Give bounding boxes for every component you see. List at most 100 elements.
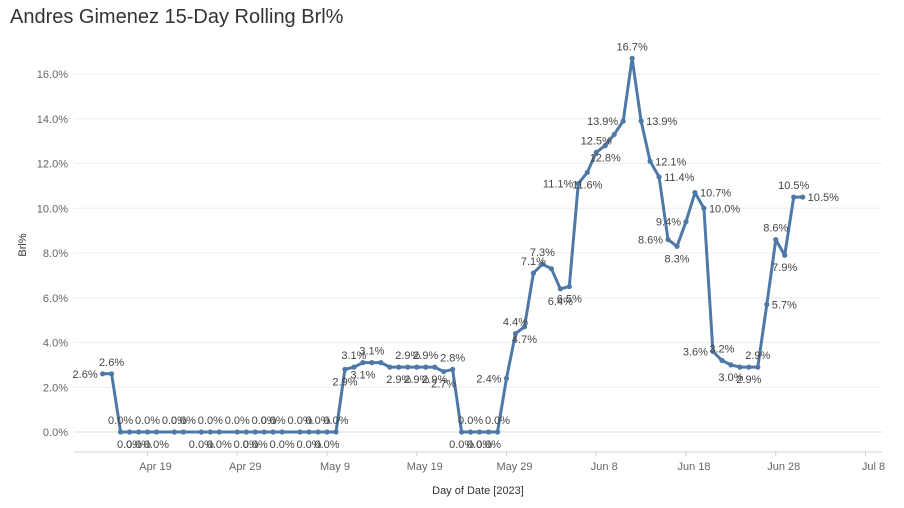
data-point[interactable] — [207, 429, 213, 435]
data-point[interactable] — [324, 429, 330, 435]
data-point[interactable] — [360, 360, 366, 366]
data-point[interactable] — [584, 169, 590, 176]
data-point[interactable] — [243, 429, 249, 435]
data-point[interactable] — [629, 55, 635, 61]
data-point[interactable] — [665, 236, 671, 243]
data-point[interactable] — [387, 364, 393, 370]
data-point[interactable] — [297, 429, 303, 435]
data-point[interactable] — [746, 364, 752, 370]
data-point[interactable] — [450, 366, 456, 372]
data-label: 3.6% — [683, 346, 708, 358]
data-point[interactable] — [539, 261, 546, 267]
data-point[interactable] — [773, 236, 779, 243]
data-point[interactable] — [342, 366, 348, 372]
data-point[interactable] — [701, 205, 707, 211]
data-point[interactable] — [315, 429, 321, 435]
data-point[interactable] — [620, 118, 626, 124]
data-label: 2.9% — [332, 376, 357, 388]
series-polyline — [101, 56, 805, 434]
data-point[interactable] — [548, 266, 554, 272]
data-point[interactable] — [351, 364, 357, 370]
data-point[interactable] — [611, 131, 617, 138]
data-point[interactable] — [791, 194, 797, 200]
data-point[interactable] — [459, 429, 465, 435]
data-point[interactable] — [100, 371, 106, 377]
data-point[interactable] — [674, 243, 680, 249]
data-point[interactable] — [234, 429, 240, 435]
data-point[interactable] — [135, 429, 142, 435]
y-tick-label: 10.0% — [37, 203, 68, 215]
data-point[interactable] — [270, 429, 276, 435]
data-label: 3.1% — [350, 370, 375, 382]
data-point[interactable] — [719, 357, 725, 363]
data-point[interactable] — [656, 174, 662, 180]
data-point[interactable] — [800, 194, 806, 200]
data-point[interactable] — [216, 429, 222, 435]
data-label: 3.0% — [718, 372, 743, 384]
data-point[interactable] — [414, 364, 420, 370]
data-label: 11.4% — [664, 172, 695, 184]
data-label: 0.0% — [314, 439, 339, 451]
y-tick-label: 14.0% — [37, 114, 68, 126]
data-point[interactable] — [279, 429, 285, 435]
data-point[interactable] — [405, 364, 411, 370]
data-point[interactable] — [171, 429, 178, 435]
data-point[interactable] — [575, 181, 581, 187]
data-label: 2.6% — [99, 357, 124, 369]
data-point[interactable] — [432, 364, 438, 370]
data-label: 0.0% — [305, 415, 330, 427]
data-point[interactable] — [441, 368, 447, 375]
data-label: 0.0% — [243, 439, 268, 451]
data-point[interactable] — [755, 364, 761, 370]
data-label: 2.9% — [395, 350, 420, 362]
data-point[interactable] — [369, 360, 375, 366]
series-line — [100, 55, 806, 435]
data-point[interactable] — [782, 252, 788, 258]
data-point[interactable] — [153, 429, 160, 435]
data-point[interactable] — [638, 118, 644, 124]
data-point[interactable] — [566, 283, 572, 290]
data-point[interactable] — [728, 362, 734, 368]
data-point[interactable] — [530, 270, 537, 276]
data-label: 0.0% — [117, 439, 142, 451]
data-point[interactable] — [109, 371, 115, 377]
data-label: 0.0% — [485, 415, 510, 427]
data-point[interactable] — [647, 158, 653, 164]
data-label: 0.0% — [323, 415, 348, 427]
data-label: 11.6% — [572, 179, 603, 191]
data-point[interactable] — [333, 429, 339, 435]
data-point[interactable] — [764, 301, 770, 308]
data-point[interactable] — [710, 348, 716, 355]
data-point[interactable] — [252, 429, 258, 435]
data-point[interactable] — [180, 429, 186, 435]
data-point[interactable] — [494, 429, 501, 435]
data-point[interactable] — [306, 429, 312, 435]
data-point[interactable] — [396, 364, 402, 370]
data-point[interactable] — [144, 429, 151, 435]
data-label: 11.1% — [543, 179, 574, 191]
data-point[interactable] — [737, 364, 743, 370]
data-point[interactable] — [378, 360, 384, 366]
data-point[interactable] — [117, 429, 124, 435]
data-label: 2.9% — [404, 374, 429, 386]
data-point[interactable] — [261, 429, 267, 435]
data-label: 3.2% — [709, 343, 734, 355]
data-label: 0.0% — [126, 439, 151, 451]
data-point[interactable] — [126, 429, 133, 435]
data-point[interactable] — [485, 429, 492, 435]
data-point[interactable] — [468, 429, 474, 435]
data-point[interactable] — [423, 364, 429, 370]
data-label: 5.7% — [772, 299, 797, 311]
data-label: 2.6% — [73, 369, 98, 381]
data-point[interactable] — [476, 429, 483, 435]
data-point[interactable] — [503, 375, 510, 381]
data-point[interactable] — [692, 189, 698, 196]
data-point[interactable] — [593, 149, 599, 155]
data-point[interactable] — [198, 429, 204, 435]
data-point[interactable] — [521, 324, 528, 330]
data-point[interactable] — [602, 143, 608, 149]
data-label: 8.6% — [763, 223, 788, 235]
data-point[interactable] — [557, 286, 563, 292]
data-point[interactable] — [512, 330, 519, 337]
data-point[interactable] — [683, 219, 689, 225]
